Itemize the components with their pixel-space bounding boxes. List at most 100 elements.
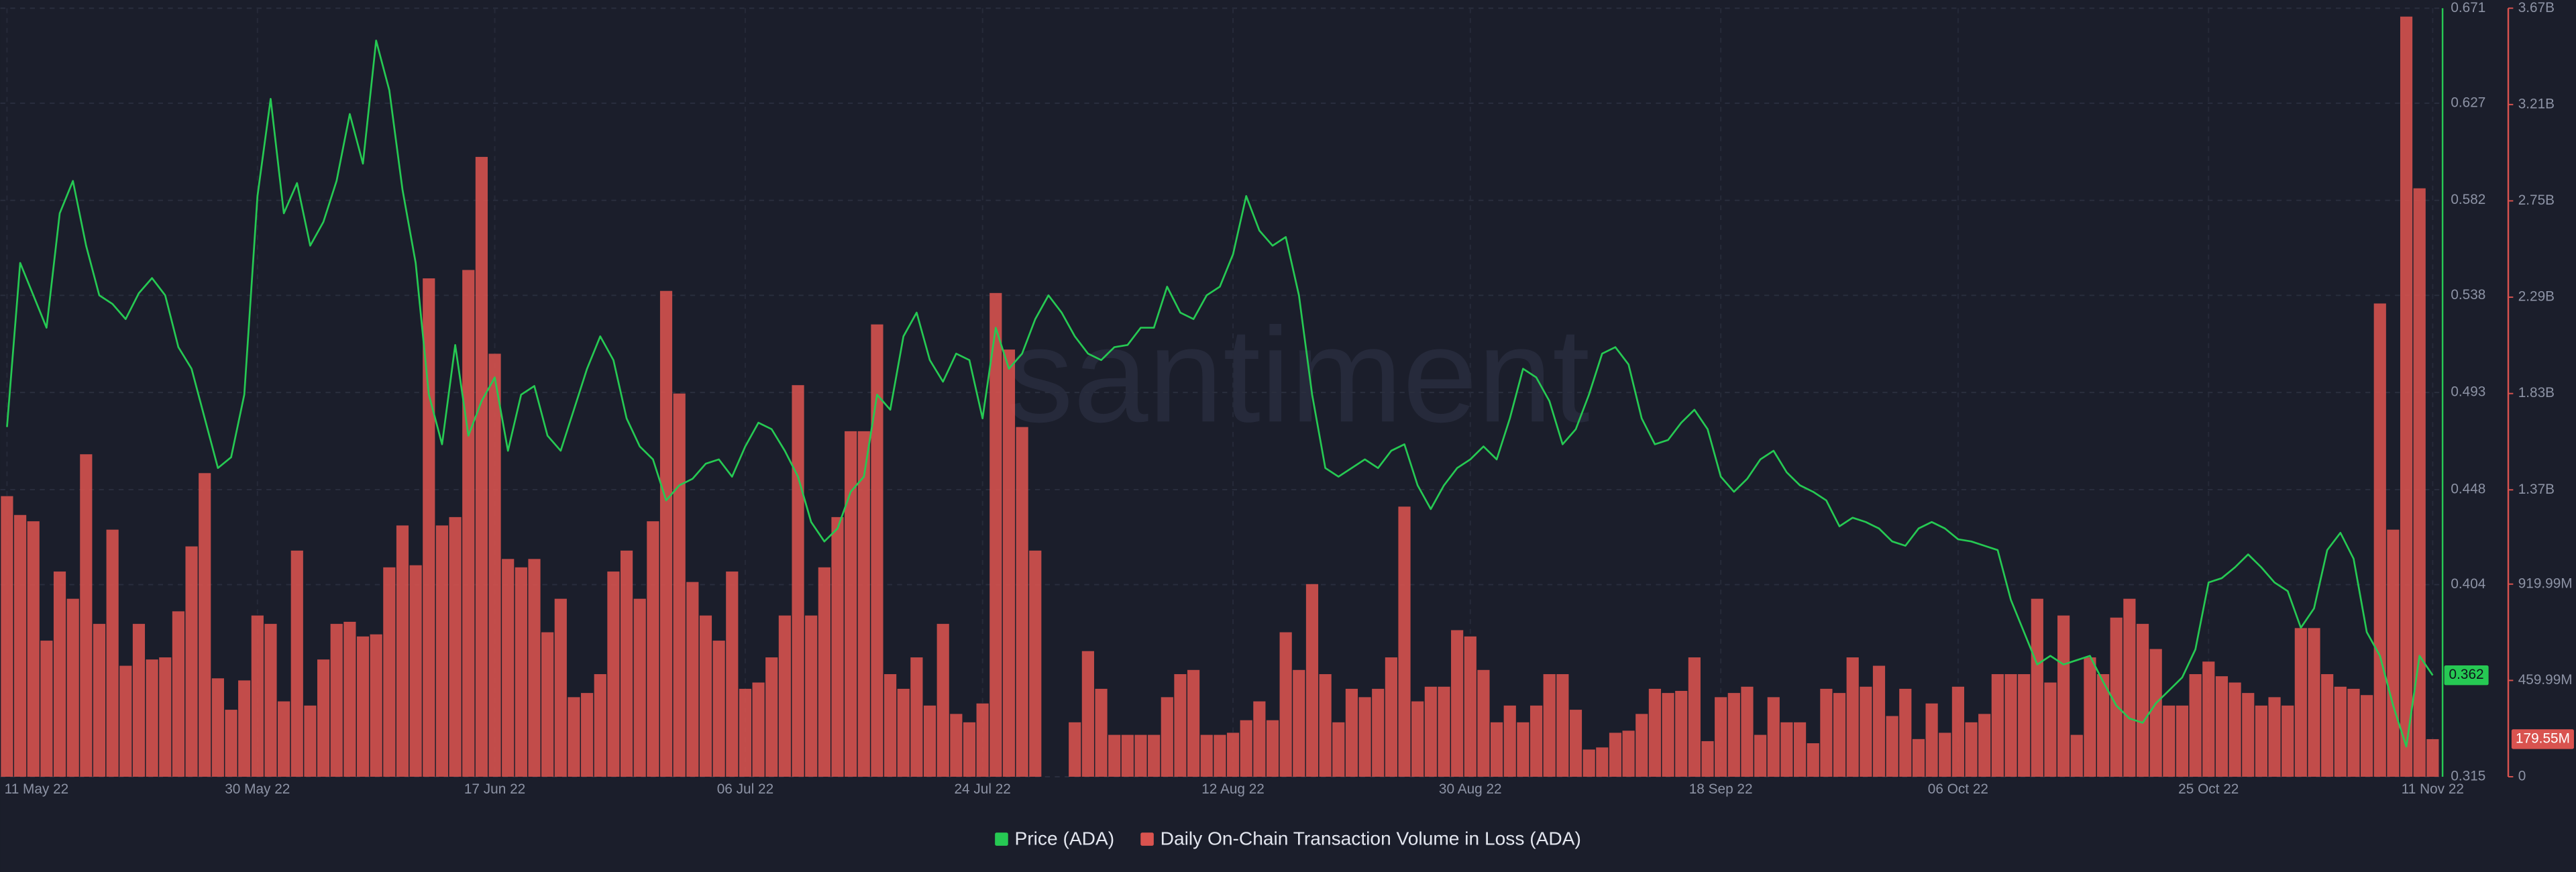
x-tick-label: 30 May 22	[225, 781, 290, 797]
bar	[2057, 615, 2070, 777]
bar	[976, 703, 989, 777]
bar	[251, 615, 264, 777]
bar	[1833, 693, 1846, 777]
bar	[264, 624, 277, 777]
bar	[343, 621, 356, 777]
bar	[752, 682, 765, 777]
bar	[383, 567, 396, 777]
bar	[1965, 722, 1978, 777]
y2-tick-label: 919.99M	[2518, 576, 2573, 591]
bar	[581, 693, 594, 777]
bar	[2294, 628, 2307, 777]
bar	[435, 525, 449, 777]
bar	[409, 565, 422, 777]
bar	[673, 393, 686, 777]
y2-tick-label: 3.67B	[2518, 0, 2555, 15]
bar	[1978, 714, 1991, 777]
bar	[238, 680, 251, 777]
bar	[726, 571, 739, 777]
bar	[2018, 674, 2031, 777]
last-price-badge	[2444, 665, 2489, 686]
bar	[2070, 734, 2083, 777]
bar	[2110, 617, 2123, 777]
y2-tick-label: 0	[2518, 769, 2526, 784]
bar	[2136, 624, 2149, 777]
bar	[1424, 686, 1437, 777]
last-volume-label: 179.55M	[2516, 730, 2570, 746]
bar	[2373, 303, 2386, 777]
y2-tick-label: 3.21B	[2518, 96, 2555, 111]
bar	[1398, 506, 1411, 777]
x-tick-label: 30 Aug 22	[1439, 781, 1502, 797]
bar	[620, 550, 633, 777]
legend-label: Daily On-Chain Transaction Volume in Los…	[1161, 828, 1581, 849]
bar	[2268, 697, 2281, 777]
bar	[1596, 747, 1609, 777]
x-tick-label: 06 Oct 22	[1928, 781, 1988, 797]
bar	[1095, 688, 1108, 777]
bar	[1214, 734, 1226, 777]
bar	[2096, 674, 2110, 777]
bar	[1872, 665, 1886, 777]
bar	[2400, 16, 2413, 777]
bar	[1662, 693, 1674, 777]
bar	[1385, 657, 1397, 777]
bar	[818, 567, 830, 777]
bar	[831, 516, 844, 777]
legend: Price (ADA) Daily On-Chain Transaction Vo…	[995, 828, 1581, 849]
bar	[2004, 674, 2017, 777]
bar	[1161, 697, 1173, 777]
bar	[2334, 686, 2347, 777]
bar	[2215, 676, 2229, 777]
y2-tick-label: 459.99M	[2518, 672, 2573, 688]
bar	[1543, 674, 1556, 777]
bar	[1622, 730, 1635, 777]
bar	[199, 473, 211, 777]
bar	[541, 632, 554, 777]
bar	[304, 705, 317, 777]
bar	[1319, 674, 1332, 777]
bar	[1754, 734, 1767, 777]
last-volume-badge	[2511, 729, 2574, 749]
bar	[910, 657, 923, 777]
bar	[2347, 688, 2360, 777]
bar	[1121, 734, 1134, 777]
bar	[1069, 722, 1081, 777]
y2-tick-label: 2.29B	[2518, 289, 2555, 305]
bar	[1358, 697, 1371, 777]
x-tick-label: 12 Aug 22	[1201, 781, 1265, 797]
bar	[647, 521, 659, 777]
bar	[2242, 693, 2255, 777]
bar	[1951, 686, 1964, 777]
y-tick-label: 0.493	[2451, 384, 2485, 400]
bar	[278, 701, 290, 777]
bar	[1727, 693, 1740, 777]
bar	[739, 688, 752, 777]
bar	[1741, 686, 1754, 777]
bar	[40, 641, 53, 777]
x-tick-label: 11 Nov 22	[2402, 781, 2464, 797]
bar	[950, 714, 963, 777]
bar	[1517, 722, 1529, 777]
bar	[699, 615, 712, 777]
x-tick-label: 11 May 22	[5, 781, 69, 797]
bar	[2321, 674, 2334, 777]
bar	[936, 624, 949, 777]
watermark: santiment	[1006, 299, 1590, 450]
bar	[568, 697, 580, 777]
bar	[2189, 674, 2202, 777]
bar	[963, 722, 976, 777]
x-tick-label: 25 Oct 22	[2178, 781, 2239, 797]
bar	[2149, 649, 2162, 777]
bar	[884, 674, 897, 777]
bar	[172, 611, 184, 777]
bar	[805, 615, 818, 777]
bar	[1556, 674, 1569, 777]
bar	[1464, 636, 1477, 777]
bar	[871, 324, 883, 777]
bar	[923, 705, 936, 777]
bar	[1701, 741, 1714, 777]
bar	[845, 431, 857, 777]
